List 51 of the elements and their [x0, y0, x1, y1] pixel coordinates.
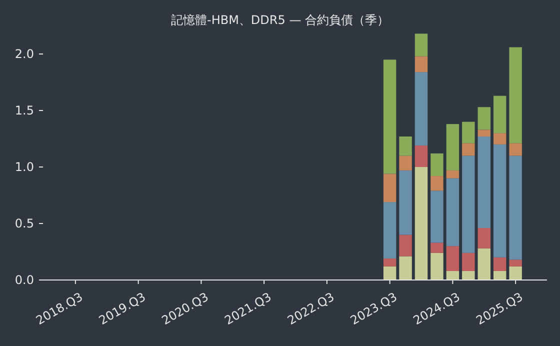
bar — [446, 246, 460, 271]
bar — [493, 133, 506, 144]
bar — [493, 257, 506, 271]
bar — [430, 242, 444, 253]
y-tick-label: 1.0 — [14, 160, 34, 174]
bar — [383, 174, 396, 202]
bar — [446, 124, 460, 170]
bar — [383, 60, 396, 174]
bar — [430, 153, 444, 176]
bar — [399, 136, 412, 156]
bar — [478, 130, 490, 136]
bar — [462, 156, 475, 253]
bar — [509, 266, 522, 280]
bar — [478, 228, 490, 248]
bar — [414, 146, 428, 167]
bar — [493, 144, 506, 258]
bar — [414, 72, 428, 146]
y-tick-label: 2.0 — [14, 47, 34, 62]
y-tick-label: 0.5 — [14, 216, 34, 231]
bar — [430, 176, 444, 191]
bar — [493, 270, 506, 280]
bar — [462, 252, 475, 271]
bar — [462, 122, 475, 144]
bar — [446, 178, 460, 246]
bar — [399, 234, 412, 256]
bar — [493, 96, 506, 134]
bar — [399, 256, 412, 280]
bar — [462, 270, 475, 280]
bar — [414, 56, 428, 72]
bar — [414, 167, 428, 280]
y-tick-label: 0.0 — [14, 273, 34, 288]
bar — [430, 190, 444, 243]
bar — [383, 266, 396, 280]
bar — [383, 258, 396, 266]
bar — [509, 143, 522, 156]
bar — [399, 156, 412, 170]
bar — [446, 170, 460, 178]
bar — [446, 270, 460, 280]
bar — [509, 156, 522, 260]
bar — [478, 136, 490, 228]
bar — [509, 47, 522, 144]
bar — [509, 260, 522, 266]
y-tick-label: 1.5 — [14, 104, 34, 118]
bar — [478, 248, 490, 280]
bar — [478, 107, 490, 130]
bar — [462, 143, 475, 156]
chart-title: 記憶體-HBM、DDR5 — 合約負債（季） — [170, 13, 390, 27]
bar — [430, 252, 444, 280]
bar — [383, 202, 396, 259]
bar — [399, 170, 412, 235]
bar — [414, 34, 428, 56]
